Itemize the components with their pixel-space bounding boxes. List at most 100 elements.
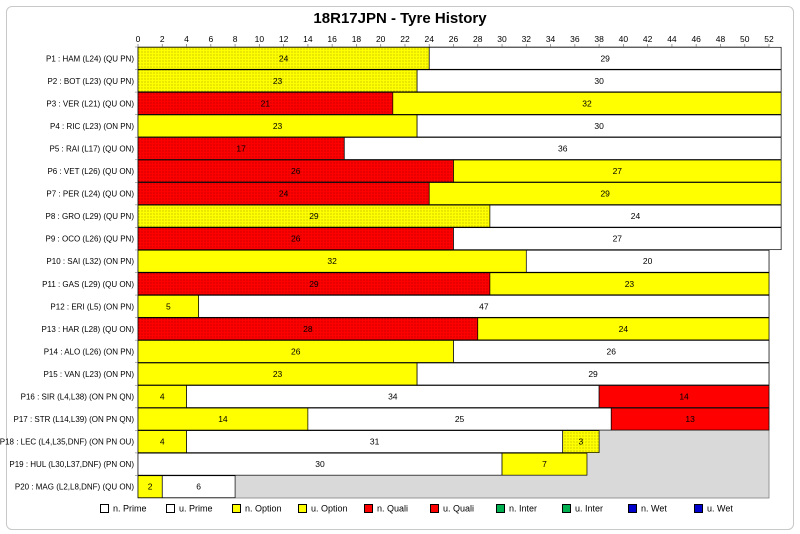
chart-title: 18R17JPN - Tyre History [313,10,487,27]
row-label: P12 : ERI (L5) (ON PN) [50,302,134,311]
x-tick-label: 32 [522,34,532,44]
driver-row: P3 : VER (L21) (QU ON) 21 32 [46,91,782,115]
row-label: P6 : VET (L26) (QU ON) [47,167,134,176]
stint-laps-label: 24 [619,324,629,334]
legend-swatch [694,504,703,514]
x-tick-label: 8 [233,34,238,44]
legend-swatch [628,504,637,514]
x-tick-label: 0 [136,34,141,44]
x-tick-label: 42 [643,34,653,44]
x-tick-label: 28 [473,34,483,44]
stint-laps-label: 26 [291,234,301,244]
stint-laps-label: 21 [261,98,271,108]
legend-label: u. Prime [179,503,213,514]
stint-laps-label: 6 [196,482,201,492]
x-tick-label: 4 [184,34,189,44]
x-tick-label: 24 [424,34,434,44]
stint-laps-label: 14 [218,414,228,424]
stint-laps-label: 17 [236,143,246,153]
stint-laps-label: 2 [148,482,153,492]
stint-used-texture [138,160,454,183]
row-label: P17 : STR (L14,L39) (ON PN QN) [14,415,135,424]
legend-item: u. Quali [430,503,474,517]
row-label: P5 : RAI (L17) (QU ON) [50,144,135,153]
legend-swatch [496,504,505,514]
stint-laps-label: 3 [579,437,584,447]
stint-bar [477,317,770,341]
stint-laps-label: 13 [685,414,695,424]
stint-laps-label: 24 [631,211,641,221]
row-label: P8 : GRO (L29) (QU PN) [46,212,135,221]
driver-row: P7 : PER (L24) (QU ON) 24 29 [46,182,782,205]
legend-item: n. Quali [364,503,408,517]
stint-bar [416,362,770,386]
stint-bar [416,114,782,138]
stint-bar [489,204,782,228]
stint-laps-label: 25 [455,414,465,424]
stint-bar [453,227,782,251]
stint-laps-label: 30 [594,76,604,86]
stint-used-texture [138,69,418,92]
x-tick-label: 46 [691,34,701,44]
stint-laps-label: 23 [273,369,283,379]
stint-laps-label: 28 [303,324,313,334]
row-label: P19 : HUL (L30,L37,DNF) (PN ON) [9,460,134,469]
stint-laps-label: 34 [388,392,398,402]
stint-laps-label: 27 [613,166,623,176]
stint-laps-label: 29 [309,211,319,221]
driver-row: P13 : HAR (L28) (QU ON) 28 24 [42,317,770,341]
stint-used-texture [562,430,600,453]
stint-used-texture [138,47,430,70]
row-label: P11 : GAS (L29) (QU ON) [42,280,134,289]
driver-row: P9 : OCO (L26) (QU PN) 26 27 [46,227,782,251]
driver-row: P11 : GAS (L29) (QU ON) 29 23 [42,272,770,296]
row-label: P10 : SAI (L32) (ON PN) [46,257,134,266]
driver-row: P2 : BOT (L23) (QU PN) 23 30 [47,69,782,93]
stint-bar [161,475,236,499]
row-label: P1 : HAM (L24) (QU PN) [46,54,134,63]
row-label: P13 : HAR (L28) (QU ON) [42,325,135,334]
row-label: P18 : LEC (L4,L35,DNF) (ON PN OU) [0,438,134,447]
stint-laps-label: 29 [600,189,610,199]
stint-bar [198,294,770,318]
stint-bar [501,452,588,476]
legend-item: u. Prime [166,503,213,517]
chart-legend: n. Prime u. Prime n. Option u. Option n. Qua… [100,503,780,517]
driver-row: P19 : HUL (L30,L37,DNF) (PN ON) 30 7 [9,452,588,476]
driver-row: P10 : SAI (L32) (ON PN) 32 20 [46,249,770,273]
stint-bar [598,385,770,408]
stint-used-texture [138,205,490,228]
driver-row: P17 : STR (L14,L39) (ON PN QN) 14 25 13 [14,407,770,431]
legend-item: u. Wet [694,503,733,517]
driver-row: P12 : ERI (L5) (ON PN) 5 47 [50,294,770,318]
stint-used-texture [138,92,393,115]
x-tick-label: 14 [303,34,313,44]
stint-laps-label: 29 [309,279,319,289]
stint-laps-label: 26 [607,346,617,356]
legend-item: n. Inter [496,503,537,517]
row-label: P3 : VER (L21) (QU ON) [46,99,134,108]
stint-laps-label: 30 [315,459,325,469]
stint-bar [428,182,782,205]
stint-laps-label: 14 [679,392,689,402]
row-label: P2 : BOT (L23) (QU PN) [47,77,134,86]
x-tick-label: 30 [497,34,507,44]
legend-label: u. Quali [443,503,475,514]
legend-swatch [562,504,571,514]
driver-row: P8 : GRO (L29) (QU PN) 29 24 [46,204,782,228]
legend-item: n. Prime [100,503,147,517]
stint-laps-label: 26 [291,346,301,356]
x-tick-label: 16 [327,34,337,44]
driver-row: P20 : MAG (L2,L8,DNF) (QU ON) 2 6 [15,475,236,499]
driver-row: P15 : VAN (L23) (ON PN) 23 29 [43,362,770,386]
x-tick-label: 36 [570,34,580,44]
legend-label: u. Option [311,503,348,514]
stint-laps-label: 30 [594,121,604,131]
legend-swatch [100,504,109,514]
x-tick-label: 20 [376,34,386,44]
stint-laps-label: 23 [273,121,283,131]
legend-label: n. Prime [113,503,147,514]
stint-bar [453,340,770,363]
x-tick-label: 10 [255,34,265,44]
driver-row: P18 : LEC (L4,L35,DNF) (ON PN OU) 4 31 3 [0,430,600,453]
